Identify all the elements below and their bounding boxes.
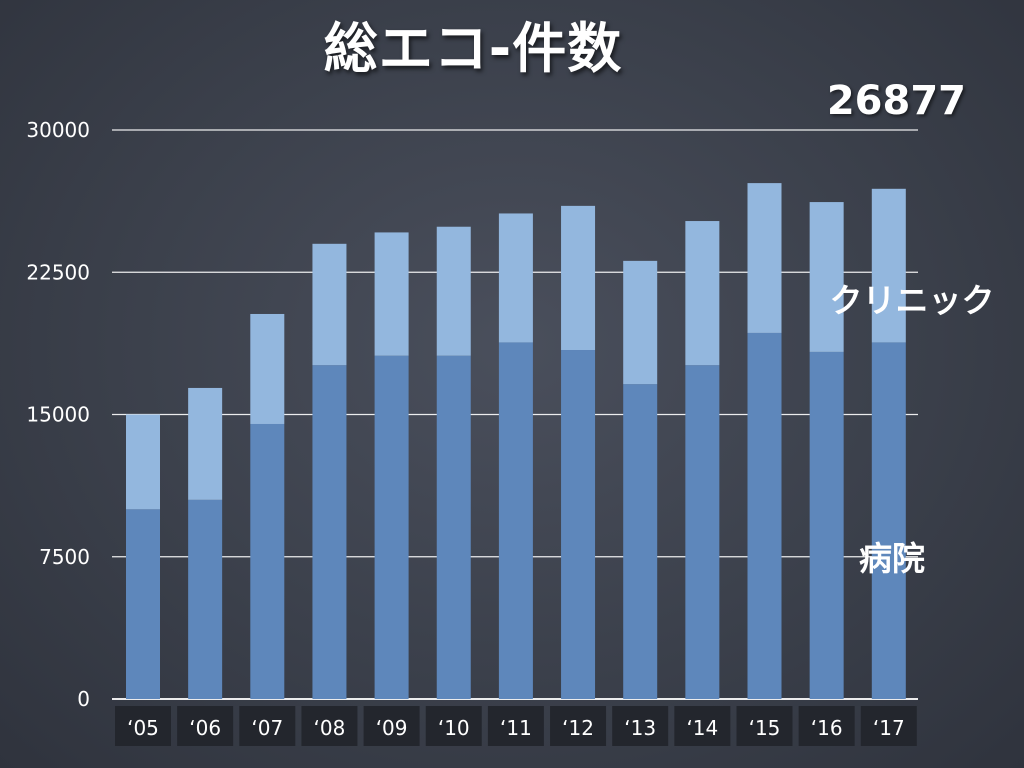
total-annotation: 26877: [826, 78, 966, 124]
series-label-hospital: 病院: [859, 539, 925, 578]
bar-segment-hospital: [188, 499, 223, 699]
x-tick-label-background: [301, 706, 358, 746]
x-tick-label: ‘15: [749, 716, 781, 740]
x-tick-label: ‘12: [562, 716, 594, 740]
bar-segment-hospital: [126, 509, 160, 699]
x-tick-label-background: [425, 706, 482, 746]
bar-segment-hospital: [436, 355, 471, 699]
x-tick-label: ‘08: [314, 716, 346, 740]
bar-segment-hospital: [871, 342, 906, 699]
x-tick-label-background: [177, 706, 234, 746]
x-tick-label-background: [736, 706, 793, 746]
bar-segment-clinic: [747, 183, 782, 333]
x-tick-label: ‘07: [251, 716, 283, 740]
bar-segment-clinic: [809, 202, 844, 352]
x-tick-label: ‘14: [686, 716, 718, 740]
series-label-clinic: クリニック: [830, 281, 995, 320]
bar-segment-hospital: [250, 423, 285, 699]
bar-segment-hospital: [312, 365, 347, 699]
x-tick-label-background: [115, 706, 171, 746]
x-tick-label-background: [612, 706, 669, 746]
bar-segment-hospital: [747, 332, 782, 699]
x-tick-label-background: [860, 706, 917, 746]
bar-segment-hospital: [561, 350, 596, 699]
y-tick-label: 15000: [26, 403, 90, 427]
y-tick-label: 22500: [26, 260, 90, 284]
bar-segment-clinic: [126, 414, 160, 510]
bar-segment-hospital: [623, 384, 658, 699]
bar-segment-hospital: [374, 355, 409, 699]
x-tick-label: ‘17: [873, 716, 905, 740]
bar-segment-clinic: [250, 313, 285, 424]
bar-segment-clinic: [374, 232, 409, 356]
y-tick-label: 7500: [39, 545, 90, 569]
x-tick-label: ‘13: [624, 716, 656, 740]
y-tick-label: 30000: [26, 118, 90, 142]
bar-segment-clinic: [561, 205, 596, 351]
x-tick-label: ‘10: [438, 716, 470, 740]
x-tick-label-background: [363, 706, 420, 746]
x-axis-ticks: ‘05 ‘06 ‘07 ‘08 ‘09 ‘10 ‘11 ‘12 ‘13 ‘14 ‘15 ‘16 ‘17: [115, 706, 917, 746]
bar-segment-hospital: [685, 365, 720, 699]
x-tick-label: ‘11: [500, 716, 532, 740]
x-tick-label-background: [487, 706, 544, 746]
x-tick-label-background: [239, 706, 296, 746]
x-tick-label-background: [798, 706, 855, 746]
x-tick-label: ‘16: [811, 716, 843, 740]
bar-segment-hospital: [498, 342, 533, 699]
bar-segment-hospital: [809, 351, 844, 699]
y-tick-label: 0: [77, 687, 90, 711]
bar-segment-clinic: [312, 243, 347, 366]
bar-segment-clinic: [436, 226, 471, 356]
bar-segment-clinic: [623, 260, 658, 385]
x-tick-label: ‘05: [127, 716, 159, 740]
chart-title: 総エコ-件数: [323, 17, 623, 80]
x-tick-label: ‘06: [189, 716, 221, 740]
bars: [126, 183, 906, 699]
bar-segment-clinic: [188, 387, 223, 500]
x-tick-label-background: [550, 706, 607, 746]
bar-segment-clinic: [685, 221, 720, 366]
y-axis-ticks: 0 7500 15000 22500 30000: [26, 118, 90, 711]
bar-segment-clinic: [498, 213, 533, 343]
bar-segment-clinic: [871, 188, 906, 343]
x-tick-label-background: [674, 706, 731, 746]
x-tick-label: ‘09: [376, 716, 408, 740]
